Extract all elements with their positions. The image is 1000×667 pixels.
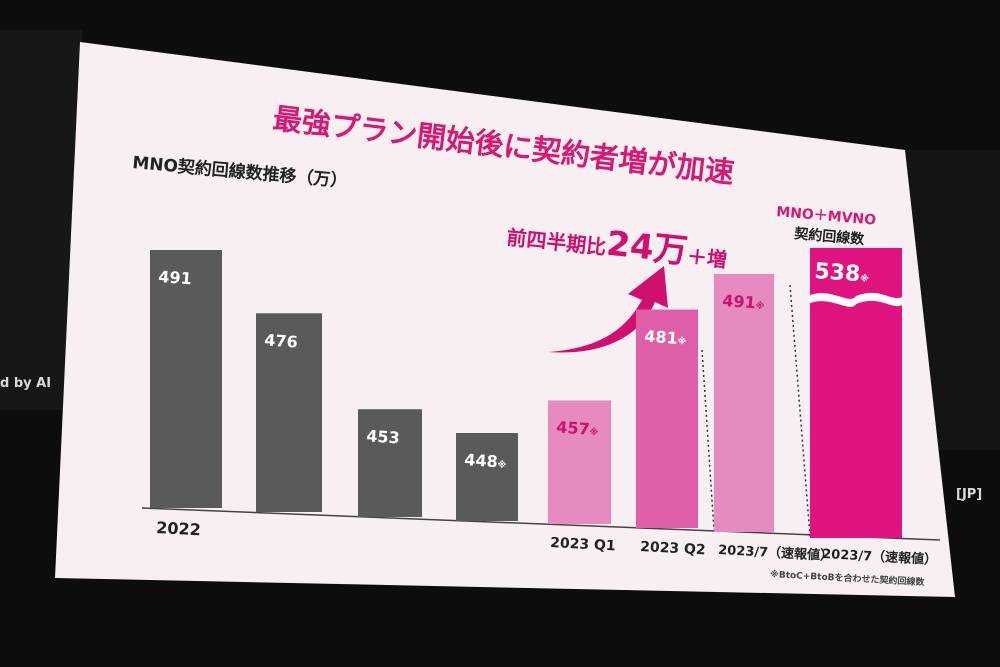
category-label-2023-07-a: 2023/7（速報値） bbox=[718, 542, 834, 564]
bar-value-label: 453 bbox=[366, 426, 401, 447]
category-label-2022: 2022 bbox=[156, 518, 201, 539]
bar bbox=[810, 248, 902, 538]
bar bbox=[456, 433, 518, 521]
chart-baseline bbox=[141, 507, 941, 541]
dotted-separator bbox=[789, 284, 811, 537]
growth-label: 前四半期比24万＋増 bbox=[505, 213, 729, 276]
bar bbox=[714, 274, 774, 532]
bar-value-label: 481※ bbox=[644, 327, 688, 349]
left-caption: d by AI bbox=[0, 376, 52, 391]
bar-value-label: 448※ bbox=[464, 450, 508, 472]
category-label-2023-q1: 2023 Q1 bbox=[550, 535, 616, 554]
bar-value-label: 538※ bbox=[814, 259, 871, 288]
category-label-2023-q2: 2023 Q2 bbox=[640, 539, 706, 558]
dotted-separator bbox=[701, 349, 715, 531]
bar bbox=[256, 313, 322, 512]
mvno-header-line2: 契約回線数 bbox=[793, 225, 866, 248]
bar bbox=[548, 400, 611, 524]
category-label-2023-07-b: 2023/7（速報値） bbox=[822, 546, 938, 568]
bar-value-label: 491 bbox=[158, 267, 193, 288]
bar bbox=[636, 309, 698, 528]
bar bbox=[358, 409, 422, 517]
axis-break-wave bbox=[808, 292, 904, 307]
bars-layer: 491 476 453 448※ 457※ 481※ 491※ 538※ bbox=[150, 248, 904, 538]
bar-value-label: 476 bbox=[264, 330, 299, 351]
right-caption: [JP] bbox=[956, 487, 983, 502]
growth-arrow bbox=[548, 266, 668, 353]
bar bbox=[150, 250, 222, 508]
bar-value-label: 491※ bbox=[722, 291, 766, 313]
bar-value-label: 457※ bbox=[556, 417, 600, 439]
